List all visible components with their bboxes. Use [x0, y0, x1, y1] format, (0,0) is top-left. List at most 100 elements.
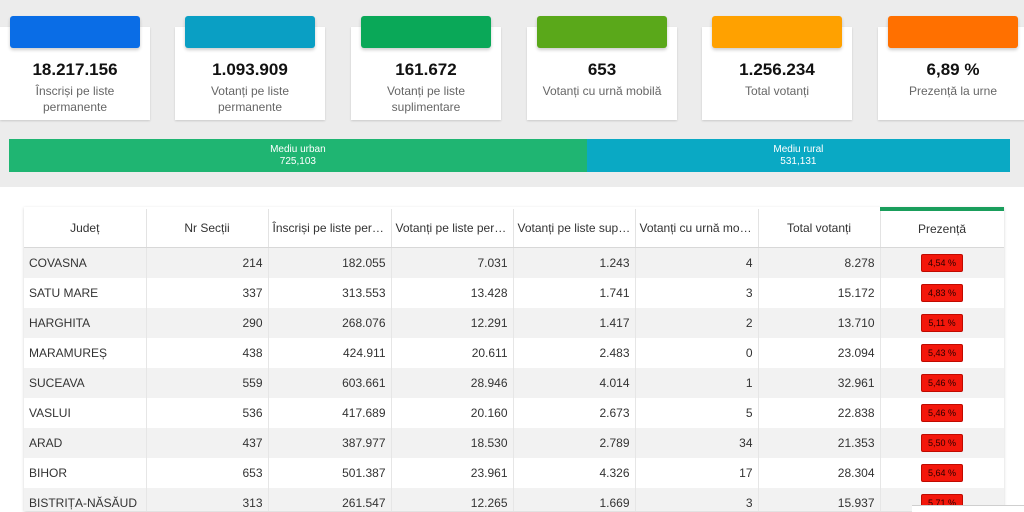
cell-value: 313: [146, 488, 269, 511]
urban-label: Mediu urban: [270, 143, 326, 155]
turnout-badge: 5,43 %: [920, 344, 964, 362]
col-header-sections[interactable]: Nr Secții: [146, 209, 269, 248]
table-body: COVASNA 214 182.055 7.031 1.243 4 8.278 4,54 % S…: [24, 247, 1004, 511]
stat-label: Prezență la urne: [908, 84, 998, 98]
col-header-supplementary-voters[interactable]: Votanți pe liste supli...: [513, 209, 636, 248]
stat-label: Votanți cu urnă mobilă: [542, 84, 662, 98]
cell-value: 17: [635, 458, 759, 488]
cell-value: 501.387: [268, 458, 392, 488]
cell-value: 4.014: [513, 368, 636, 398]
col-header-mobile-urn[interactable]: Votanți cu urnă mobilă: [635, 209, 759, 248]
cell-turnout: 5,46 %: [880, 398, 1004, 428]
county-table: Județ Nr Secții Înscriși pe liste perm..…: [24, 207, 1004, 511]
cell-value: 214: [146, 247, 269, 278]
stat-value: 1.093.909: [212, 60, 288, 79]
turnout-badge: 4,83 %: [920, 284, 964, 302]
table-row[interactable]: BISTRIȚA-NĂSĂUD 313 261.547 12.265 1.669 3 15.…: [24, 488, 1004, 511]
cell-value: 337: [146, 278, 269, 308]
urban-value: 725,103: [279, 155, 316, 167]
cell-county: SATU MARE: [24, 278, 147, 308]
table-row[interactable]: SUCEAVA 559 603.661 28.946 4.014 1 32.961 5,46 …: [24, 368, 1004, 398]
stat-value: 161.672: [395, 60, 457, 79]
cell-county: HARGHITA: [24, 308, 147, 338]
cell-value: 603.661: [268, 368, 392, 398]
cell-value: 23.961: [391, 458, 514, 488]
cell-value: 28.946: [391, 368, 514, 398]
table-row[interactable]: ARAD 437 387.977 18.530 2.789 34 21.353 5,50 %: [24, 428, 1004, 458]
cell-value: 424.911: [268, 338, 392, 368]
cell-value: 2.789: [513, 428, 636, 458]
cell-value: 313.553: [268, 278, 392, 308]
cell-value: 268.076: [268, 308, 392, 338]
cell-county: COVASNA: [24, 247, 147, 278]
turnout-badge: 5,64 %: [920, 464, 964, 482]
cell-county: MARAMUREȘ: [24, 338, 147, 368]
cell-value: 18.530: [391, 428, 514, 458]
stat-value: 1.256.234: [739, 60, 815, 79]
cell-value: 3: [635, 278, 759, 308]
cell-value: 437: [146, 428, 269, 458]
cell-value: 20.160: [391, 398, 514, 428]
table-row[interactable]: MARAMUREȘ 438 424.911 20.611 2.483 0 23.094 5,4…: [24, 338, 1004, 368]
cell-value: 2: [635, 308, 759, 338]
table-row[interactable]: SATU MARE 337 313.553 13.428 1.741 3 15.172 4,8…: [24, 278, 1004, 308]
stat-value: 18.217.156: [32, 60, 118, 79]
cell-turnout: 5,64 %: [880, 458, 1004, 488]
cell-turnout: 4,54 %: [880, 247, 1004, 278]
cell-value: 536: [146, 398, 269, 428]
stat-card-permanent-voters: 1.093.909 Votanți pe liste permanente: [175, 16, 325, 120]
col-header-total-voters[interactable]: Total votanți: [758, 209, 881, 248]
col-header-registered[interactable]: Înscriși pe liste perm...: [268, 209, 392, 248]
cell-value: 28.304: [758, 458, 881, 488]
cell-turnout: 5,43 %: [880, 338, 1004, 368]
cell-value: 12.291: [391, 308, 514, 338]
cell-turnout: 4,83 %: [880, 278, 1004, 308]
table-row[interactable]: HARGHITA 290 268.076 12.291 1.417 2 13.710 5,11…: [24, 308, 1004, 338]
table-row[interactable]: BIHOR 653 501.387 23.961 4.326 17 28.304 5,64 %: [24, 458, 1004, 488]
urban-segment[interactable]: Mediu urban 725,103: [9, 139, 587, 172]
stat-card-registered: 18.217.156 Înscriși pe liste permanente: [0, 16, 150, 120]
urban-rural-bar: Mediu urban 725,103 Mediu rural 531,131: [9, 139, 1010, 172]
cell-value: 290: [146, 308, 269, 338]
cell-value: 12.265: [391, 488, 514, 511]
turnout-badge: 5,11 %: [921, 314, 963, 332]
cell-value: 1.669: [513, 488, 636, 511]
cell-value: 22.838: [758, 398, 881, 428]
rural-segment[interactable]: Mediu rural 531,131: [586, 139, 1010, 172]
rural-value: 531,131: [780, 155, 817, 167]
stat-value: 653: [587, 60, 617, 79]
table-header-row: Județ Nr Secții Înscriși pe liste perm..…: [24, 207, 1004, 248]
stat-label: Votanți pe liste permanente: [210, 84, 290, 114]
cell-value: 4: [635, 247, 759, 278]
cell-value: 438: [146, 338, 269, 368]
cell-value: 13.428: [391, 278, 514, 308]
cell-value: 3: [635, 488, 759, 511]
stat-color-bar: [185, 16, 315, 48]
turnout-badge: 5,46 %: [920, 404, 964, 422]
stat-label: Total votanți: [744, 84, 810, 98]
cell-value: 0: [635, 338, 759, 368]
cell-turnout: 5,46 %: [880, 368, 1004, 398]
col-header-permanent-voters[interactable]: Votanți pe liste perm...: [391, 209, 514, 248]
cell-county: VASLUI: [24, 398, 147, 428]
stat-color-bar: [712, 16, 842, 48]
table-row[interactable]: COVASNA 214 182.055 7.031 1.243 4 8.278 4,54 %: [24, 247, 1004, 278]
cell-value: 20.611: [391, 338, 514, 368]
turnout-badge: 4,54 %: [920, 254, 964, 272]
col-header-county[interactable]: Județ: [24, 209, 147, 248]
stat-card-turnout: 6,89 % Prezență la urne: [878, 16, 1024, 120]
cell-value: 23.094: [758, 338, 881, 368]
table-row[interactable]: VASLUI 536 417.689 20.160 2.673 5 22.838 5,46 %: [24, 398, 1004, 428]
cell-value: 7.031: [391, 247, 514, 278]
cell-turnout: 5,11 %: [880, 308, 1004, 338]
turnout-badge: 5,50 %: [920, 434, 964, 452]
cell-value: 2.483: [513, 338, 636, 368]
stat-value: 6,89 %: [926, 60, 980, 79]
col-header-turnout[interactable]: Prezență: [880, 207, 1004, 248]
stat-label: Înscriși pe liste permanente: [35, 84, 115, 114]
cell-value: 2.673: [513, 398, 636, 428]
cell-value: 21.353: [758, 428, 881, 458]
stat-color-bar: [537, 16, 667, 48]
cell-value: 182.055: [268, 247, 392, 278]
stat-color-bar: [361, 16, 491, 48]
